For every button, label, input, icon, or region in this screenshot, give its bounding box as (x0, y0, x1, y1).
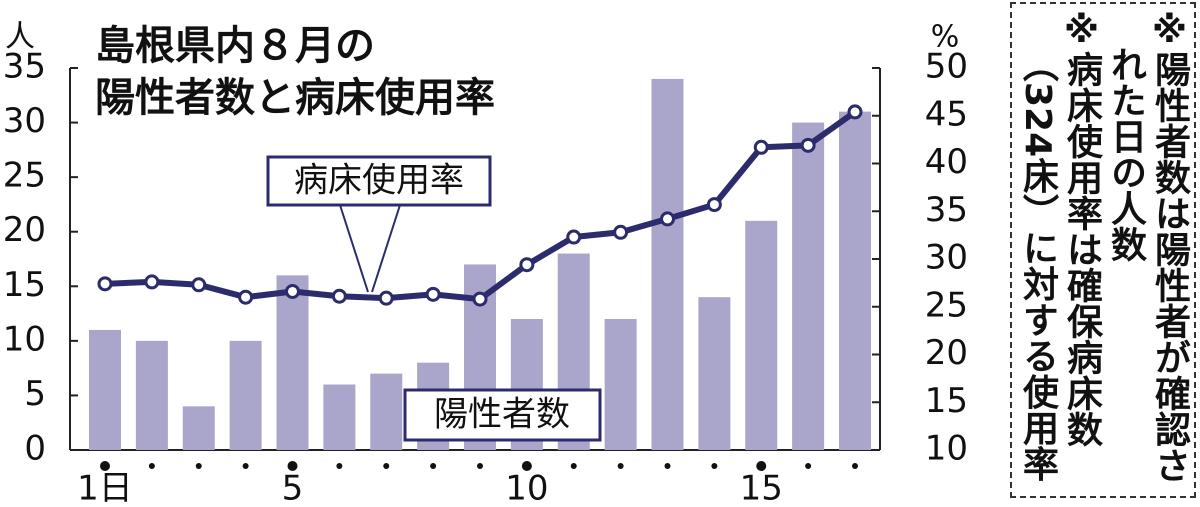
y2-tick-label: 40 (925, 142, 968, 182)
y-tick-label: 0 (24, 429, 46, 469)
y2-tick-label: 35 (925, 190, 968, 230)
x-tick-dot (195, 463, 202, 469)
line-marker (566, 229, 582, 245)
x-tick-dot (148, 463, 155, 469)
note: ※病床使用率は確保病床数（324床）に対する使用率 (1017, 10, 1102, 482)
bar (276, 275, 309, 450)
x-tick-dot (242, 463, 249, 469)
legend-label: 病床使用率 (294, 161, 464, 201)
x-tick-dot (756, 461, 767, 471)
x-tick-dot (711, 463, 718, 469)
y2-tick-label: 50 (925, 47, 968, 87)
x-tick-label: 10 (505, 469, 548, 504)
legend-label: 陽性者数 (434, 395, 570, 435)
line-marker (800, 137, 816, 153)
line-marker (97, 276, 113, 292)
x-tick-dot (100, 461, 110, 471)
y2-tick-label: 15 (925, 381, 968, 421)
x-tick-dot (383, 463, 390, 469)
line-marker (706, 197, 722, 213)
bar (651, 78, 684, 451)
bar (135, 340, 168, 450)
y-axis-unit: 人 (5, 20, 35, 55)
x-tick-dot (570, 463, 577, 469)
line-marker (753, 139, 769, 155)
legend-box (403, 388, 602, 442)
bar (604, 319, 637, 450)
line-marker (660, 211, 675, 227)
note: ※陽性者数は陽性者が確認された日の人数 (1105, 10, 1190, 483)
x-tick-dot (617, 463, 624, 469)
line-marker (519, 257, 535, 273)
y2-tick-label: 25 (925, 285, 968, 325)
y2-tick-label: 30 (925, 238, 968, 278)
bar (839, 111, 871, 451)
y-tick-label: 15 (3, 265, 46, 305)
bar (182, 406, 215, 450)
x-tick-label: 15 (740, 469, 783, 504)
x-tick-label: 5 (282, 469, 304, 504)
x-tick-dot (521, 461, 532, 471)
x-tick-dot (336, 463, 343, 469)
line-marker (285, 283, 300, 299)
line-marker (847, 104, 863, 120)
bar (323, 384, 356, 450)
line-marker (331, 288, 347, 304)
line-marker (144, 274, 160, 290)
y2-axis-unit: % (931, 20, 960, 55)
y-tick-label: 5 (24, 374, 46, 414)
x-tick-dot (805, 463, 812, 469)
bar (745, 220, 778, 450)
x-tick-dot (664, 463, 671, 469)
line-marker (613, 224, 629, 240)
x-tick-dot (287, 461, 298, 471)
y2-tick-label: 20 (925, 333, 968, 373)
y-tick-label: 30 (3, 101, 46, 141)
bar (792, 122, 825, 451)
y-tick-label: 20 (3, 210, 46, 250)
x-tick-dot (430, 463, 437, 469)
bar (698, 297, 731, 450)
chart-title: 島根県内８月の (95, 23, 375, 69)
callout-pointer (371, 204, 401, 293)
y-tick-label: 35 (3, 47, 46, 87)
x-tick-label: 1日 (77, 469, 133, 504)
callout-pointer (339, 204, 369, 293)
x-tick-dot (852, 463, 858, 469)
line-marker (472, 291, 488, 307)
line-marker (238, 289, 254, 305)
y-tick-label: 10 (3, 319, 46, 359)
line-marker (378, 290, 394, 306)
line-marker (425, 286, 441, 302)
y2-tick-label: 10 (925, 429, 968, 469)
legend-box (266, 155, 492, 207)
y-tick-label: 25 (3, 156, 46, 196)
bar (370, 373, 403, 450)
bar (89, 329, 121, 450)
chart-title: 陽性者数と病床使用率 (95, 75, 495, 121)
bar (229, 340, 262, 450)
x-tick-dot (477, 463, 483, 469)
chart: 島根県内８月の 陽性者数と病床使用率 人 % 病床使用率 陽性者数 0 5 10 15… (3, 20, 968, 507)
y2-tick-label: 45 (925, 94, 968, 134)
notes-box: ※陽性者数は陽性者が確認された日の人数 ※病床使用率は確保病床数（324床）に対… (1010, 2, 1196, 498)
line-marker (191, 277, 207, 293)
